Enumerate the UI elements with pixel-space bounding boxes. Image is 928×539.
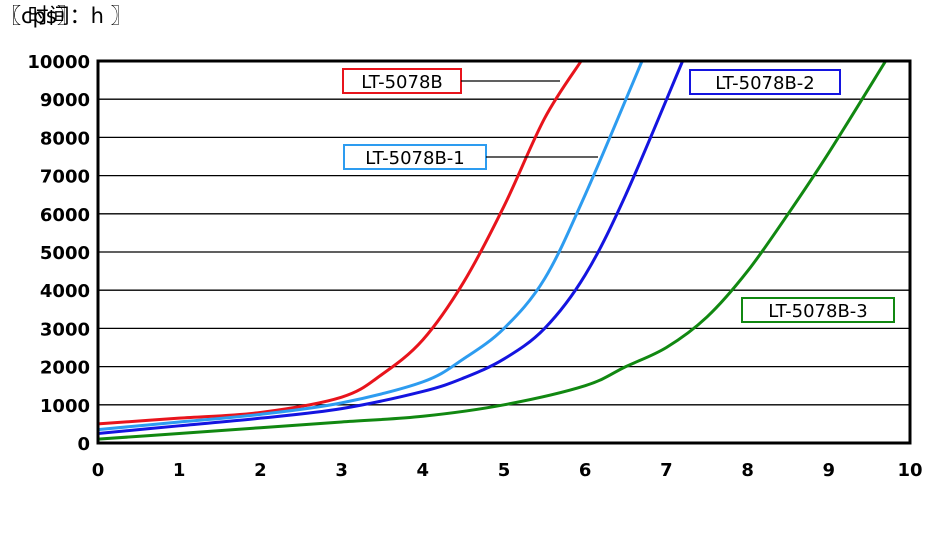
y-tick-label: 10000 (27, 52, 90, 73)
y-tick-labels: 0 1000 2000 3000 4000 5000 6000 7000 8000 9000 100… (27, 52, 90, 455)
gridlines (98, 60, 910, 444)
y-tick-label: 9000 (40, 90, 90, 111)
x-tick-label: 10 (897, 460, 922, 481)
y-axis-unit-label: 〖cps〗 (0, 4, 78, 28)
y-tick-label: 8000 (40, 128, 90, 149)
y-tick-label: 6000 (40, 205, 90, 226)
series-tag-label: LT-5078B-1 (365, 148, 465, 169)
x-axis-unit-label: 〖 时间：h 〗 (0, 4, 132, 28)
series-line-1 (97, 60, 583, 426)
x-tick-label: 1 (173, 460, 186, 481)
series-tag-label: LT-5078B (361, 72, 443, 93)
series-tag-3: LT-5078B-2 (689, 69, 841, 95)
x-tick-label: 3 (335, 460, 348, 481)
series-tag-1: LT-5078B (342, 68, 560, 94)
x-tick-label: 2 (254, 460, 267, 481)
y-tick-label: 7000 (40, 167, 90, 188)
series-line-4 (97, 60, 887, 441)
x-tick-label: 0 (92, 460, 105, 481)
x-tick-label: 7 (660, 460, 673, 481)
series-tag-label: LT-5078B-2 (715, 73, 815, 94)
x-tick-labels: 0 1 2 3 4 5 6 7 8 9 10 (92, 460, 923, 481)
plot-frame (96, 59, 912, 445)
series-line-3 (97, 60, 685, 435)
y-tick-label: 5000 (40, 243, 90, 264)
x-tick-label: 6 (579, 460, 592, 481)
series-tag-label: LT-5078B-3 (768, 301, 868, 322)
series-tag-2: LT-5078B-1 (343, 144, 598, 170)
y-tick-label: 4000 (40, 281, 90, 302)
x-tick-label: 5 (498, 460, 511, 481)
series-tag-4: LT-5078B-3 (741, 297, 895, 323)
series-labels: LT-5078B LT-5078B-1 LT-5078B-2 LT-5078B-3 (342, 68, 895, 323)
y-tick-label: 0 (77, 434, 90, 455)
y-tick-label: 3000 (40, 319, 90, 340)
series-lines (97, 60, 887, 441)
y-tick-label: 1000 (40, 396, 90, 417)
x-tick-label: 4 (417, 460, 430, 481)
series-line-2 (97, 60, 644, 432)
y-tick-label: 2000 (40, 358, 90, 379)
x-tick-label: 8 (741, 460, 754, 481)
x-tick-label: 9 (823, 460, 836, 481)
